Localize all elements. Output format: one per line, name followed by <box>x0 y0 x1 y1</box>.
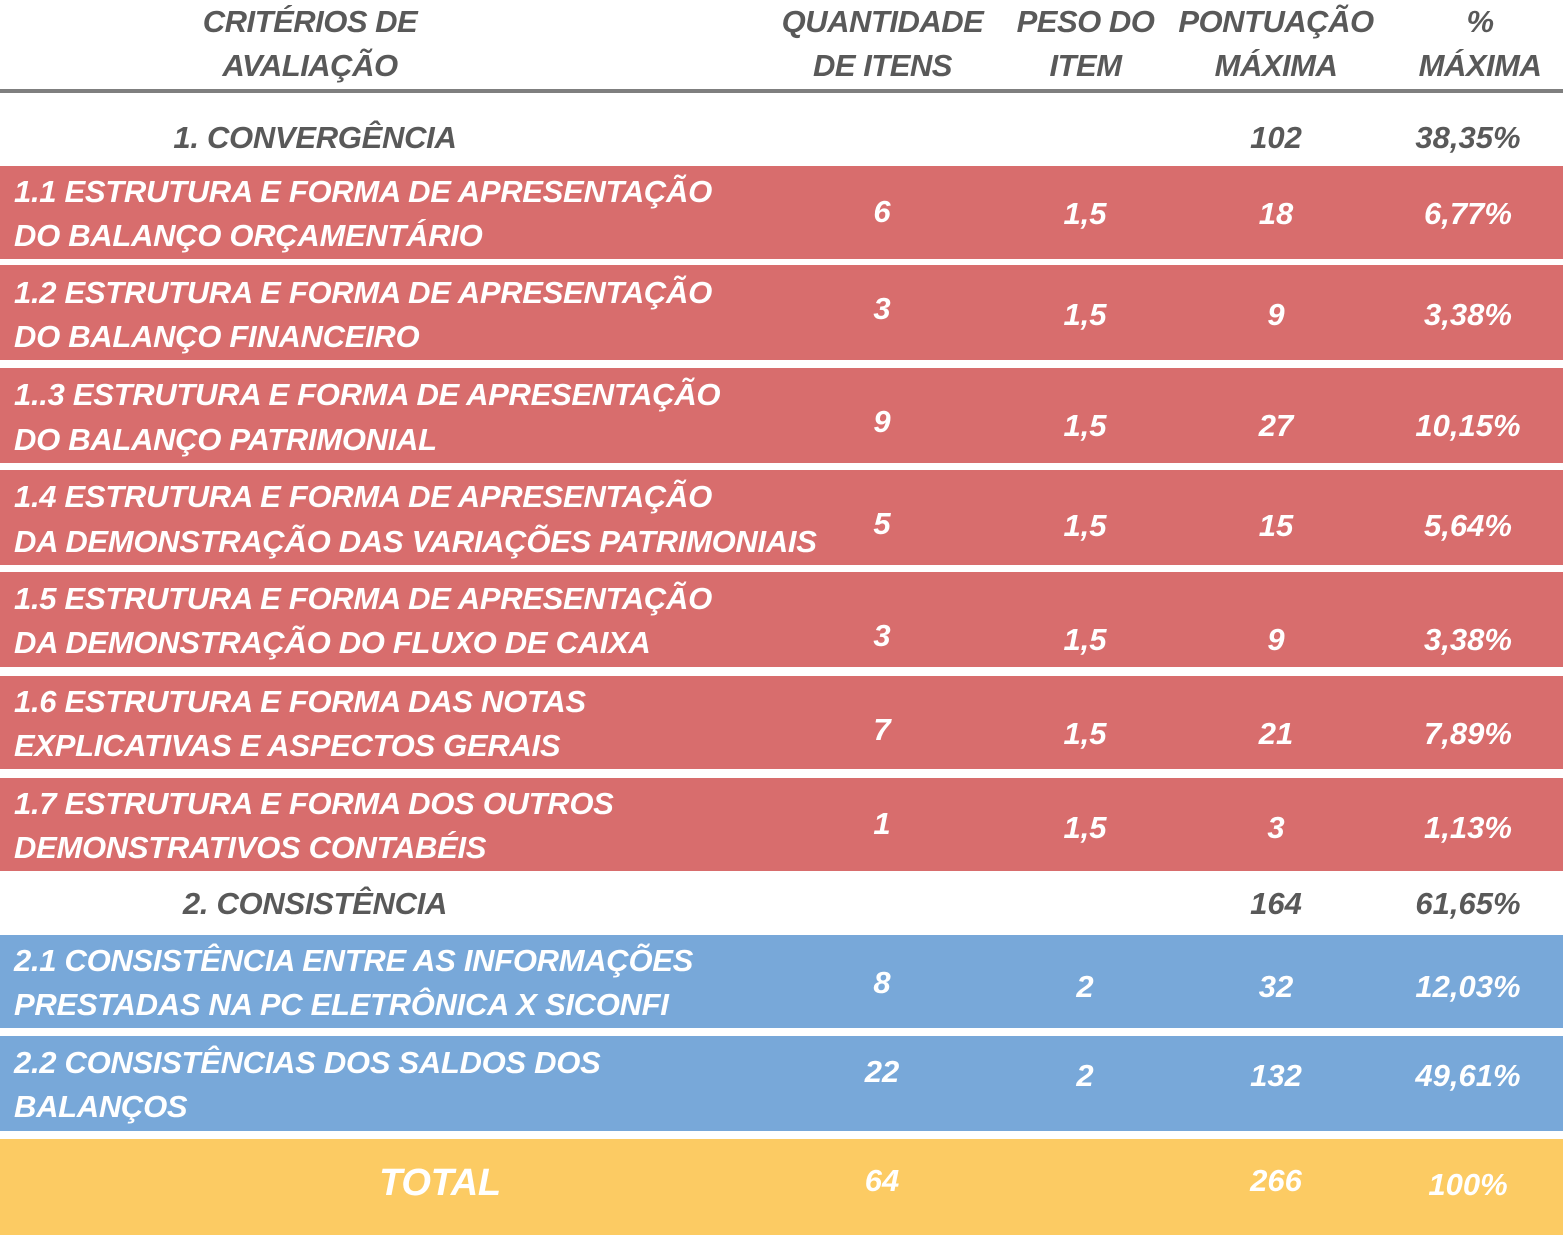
total-row: TOTAL 64 266 100% <box>0 1139 1563 1235</box>
section-title: 2. CONSISTÊNCIA <box>182 886 448 921</box>
table-row: 1.6 ESTRUTURA E FORMA DAS NOTAS EXPLICAT… <box>0 676 1563 769</box>
criteria-line-1: 1.6 ESTRUTURA E FORMA DAS NOTAS <box>14 684 586 719</box>
criteria-line-2: DO BALANÇO FINANCEIRO <box>14 319 420 354</box>
section-consistency: 2. CONSISTÊNCIA 164 61,65% <box>0 878 1563 930</box>
item-max-percent: 10,15% <box>1415 408 1521 443</box>
table-row: 2.1 CONSISTÊNCIA ENTRE AS INFORMAÇÕES PR… <box>0 935 1563 1028</box>
total-max-percent: 100% <box>1428 1167 1508 1202</box>
criteria-line-1: 1.5 ESTRUTURA E FORMA DE APRESENTAÇÃO <box>14 581 712 616</box>
item-max-score: 9 <box>1267 622 1285 657</box>
item-max-percent: 49,61% <box>1415 1058 1521 1093</box>
total-quantity: 64 <box>864 1163 900 1198</box>
item-max-percent: 6,77% <box>1424 196 1512 231</box>
section-convergence: 1. CONVERGÊNCIA 102 38,35% <box>0 112 1563 164</box>
item-quantity: 9 <box>873 404 891 439</box>
item-quantity: 22 <box>864 1054 900 1089</box>
table-row: 1.2 ESTRUTURA E FORMA DE APRESENTAÇÃO DO… <box>0 265 1563 360</box>
item-quantity: 3 <box>873 291 891 326</box>
item-weight: 1,5 <box>1063 508 1107 543</box>
item-max-percent: 3,38% <box>1424 297 1512 332</box>
header-max-score: PONTUAÇÃO MÁXIMA <box>1178 4 1374 83</box>
item-weight: 1,5 <box>1063 408 1107 443</box>
total-label: TOTAL <box>379 1162 501 1204</box>
item-max-percent: 5,64% <box>1424 508 1512 543</box>
header-divider <box>0 89 1563 93</box>
item-max-score: 3 <box>1267 810 1285 845</box>
table-row: 2.2 CONSISTÊNCIAS DOS SALDOS DOS BALANÇO… <box>0 1036 1563 1131</box>
criteria-line-2: DEMONSTRATIVOS CONTABÉIS <box>14 830 487 865</box>
criteria-line-2: PRESTADAS NA PC ELETRÔNICA X SICONFI <box>14 987 669 1022</box>
criteria-line-1: 2.2 CONSISTÊNCIAS DOS SALDOS DOS <box>14 1045 601 1080</box>
item-max-percent: 7,89% <box>1424 716 1512 751</box>
item-quantity: 3 <box>873 618 891 653</box>
item-weight: 1,5 <box>1063 622 1107 657</box>
section-max-percent: 38,35% <box>1415 120 1521 155</box>
item-quantity: 6 <box>873 194 891 229</box>
header-weight: PESO DO ITEM <box>1016 4 1155 83</box>
criteria-line-1: 1.4 ESTRUTURA E FORMA DE APRESENTAÇÃO <box>14 479 712 514</box>
item-quantity: 8 <box>873 965 891 1000</box>
item-quantity: 7 <box>873 712 891 747</box>
section-max-score: 164 <box>1250 886 1302 921</box>
section-max-percent: 61,65% <box>1415 886 1521 921</box>
table-row: 1.1 ESTRUTURA E FORMA DE APRESENTAÇÃO DO… <box>0 166 1563 259</box>
table-row: 1.5 ESTRUTURA E FORMA DE APRESENTAÇÃO DA… <box>0 572 1563 667</box>
item-weight: 2 <box>1076 1058 1094 1093</box>
item-weight: 1,5 <box>1063 196 1107 231</box>
item-max-percent: 3,38% <box>1424 622 1512 657</box>
criteria-line-1: 1.1 ESTRUTURA E FORMA DE APRESENTAÇÃO <box>14 174 712 209</box>
header-max-percent: % MÁXIMA <box>1418 4 1542 83</box>
table-row: 1..3 ESTRUTURA E FORMA DE APRESENTAÇÃO D… <box>0 368 1563 463</box>
item-max-score: 9 <box>1267 297 1285 332</box>
criteria-line-1: 1.7 ESTRUTURA E FORMA DOS OUTROS <box>14 786 614 821</box>
table-row: 1.4 ESTRUTURA E FORMA DE APRESENTAÇÃO DA… <box>0 470 1563 565</box>
item-max-score: 21 <box>1258 716 1294 751</box>
section-title: 1. CONVERGÊNCIA <box>173 120 457 155</box>
item-weight: 1,5 <box>1063 810 1107 845</box>
criteria-line-1: 2.1 CONSISTÊNCIA ENTRE AS INFORMAÇÕES <box>14 943 694 978</box>
total-max-score: 266 <box>1250 1163 1302 1198</box>
item-max-percent: 12,03% <box>1415 969 1521 1004</box>
item-max-score: 32 <box>1258 969 1294 1004</box>
item-max-score: 132 <box>1250 1058 1302 1093</box>
header-quantity: QUANTIDADE DE ITENS <box>781 4 984 83</box>
criteria-line-2: DO BALANÇO ORÇAMENTÁRIO <box>14 218 483 253</box>
item-weight: 1,5 <box>1063 297 1107 332</box>
section-max-score: 102 <box>1250 120 1302 155</box>
header-criteria: CRITÉRIOS DE AVALIAÇÃO <box>202 4 418 83</box>
table-row: 1.7 ESTRUTURA E FORMA DOS OUTROS DEMONST… <box>0 778 1563 871</box>
item-max-percent: 1,13% <box>1424 810 1512 845</box>
item-max-score: 15 <box>1258 508 1294 543</box>
item-quantity: 1 <box>873 806 891 841</box>
item-quantity: 5 <box>873 506 891 541</box>
item-max-score: 18 <box>1258 196 1294 231</box>
criteria-line-2: DA DEMONSTRAÇÃO DAS VARIAÇÕES PATRIMONIA… <box>14 524 817 559</box>
criteria-line-1: 1.2 ESTRUTURA E FORMA DE APRESENTAÇÃO <box>14 275 712 310</box>
criteria-line-2: EXPLICATIVAS E ASPECTOS GERAIS <box>14 728 561 763</box>
criteria-line-2: DO BALANÇO PATRIMONIAL <box>14 422 437 457</box>
item-weight: 1,5 <box>1063 716 1107 751</box>
criteria-line-1: 1..3 ESTRUTURA E FORMA DE APRESENTAÇÃO <box>14 377 721 412</box>
table-header: CRITÉRIOS DE AVALIAÇÃO QUANTIDADE DE ITE… <box>0 0 1563 88</box>
item-max-score: 27 <box>1258 408 1294 443</box>
criteria-line-2: BALANÇOS <box>14 1089 188 1124</box>
criteria-line-2: DA DEMONSTRAÇÃO DO FLUXO DE CAIXA <box>14 625 651 660</box>
item-weight: 2 <box>1076 969 1094 1004</box>
